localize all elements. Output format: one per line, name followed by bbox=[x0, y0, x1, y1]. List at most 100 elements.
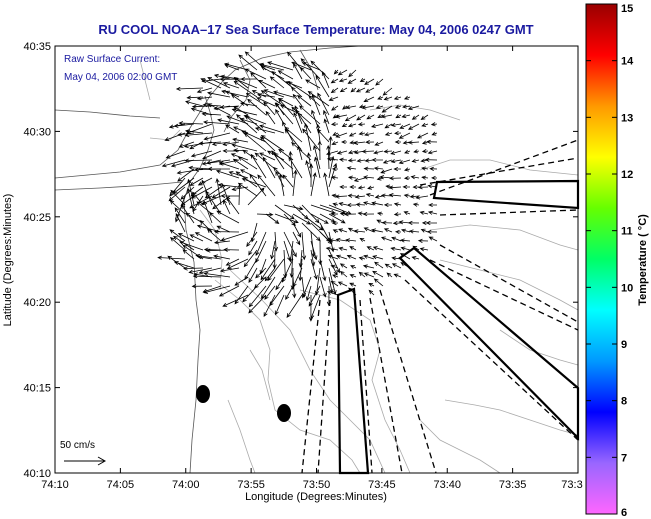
current-vector bbox=[274, 213, 299, 224]
colorbar-tick-label: 10 bbox=[621, 282, 633, 294]
current-vector bbox=[339, 184, 348, 190]
current-vector bbox=[198, 267, 222, 275]
coastline-segment bbox=[223, 59, 251, 133]
current-vector bbox=[347, 175, 357, 180]
current-vector bbox=[391, 236, 402, 242]
current-vector bbox=[394, 229, 402, 235]
x-tick-label: 73:50 bbox=[303, 479, 331, 491]
current-vector bbox=[373, 150, 384, 155]
current-vector bbox=[319, 258, 327, 282]
current-vector bbox=[217, 118, 240, 125]
current-vector bbox=[337, 281, 348, 287]
current-vector bbox=[403, 193, 411, 198]
current-vector bbox=[421, 175, 429, 180]
current-vector bbox=[416, 132, 429, 139]
current-vector bbox=[419, 247, 429, 252]
current-vector bbox=[215, 177, 222, 206]
current-vector bbox=[205, 248, 231, 253]
current-vector bbox=[388, 193, 402, 198]
current-vector bbox=[429, 166, 438, 171]
current-vector bbox=[302, 128, 321, 152]
current-vector bbox=[330, 87, 339, 94]
current-vector bbox=[282, 121, 294, 143]
current-vector bbox=[178, 141, 195, 148]
colorbar-tick-label: 11 bbox=[621, 226, 633, 238]
current-vector bbox=[337, 69, 348, 76]
current-vector bbox=[298, 105, 321, 125]
current-vector bbox=[201, 111, 222, 117]
current-vector bbox=[222, 294, 249, 307]
current-vector bbox=[203, 271, 231, 278]
current-vector bbox=[394, 131, 402, 136]
current-vector bbox=[265, 213, 280, 225]
current-vector bbox=[282, 174, 294, 188]
current-vector bbox=[353, 140, 366, 145]
current-vector bbox=[345, 105, 357, 110]
current-vector bbox=[380, 168, 393, 174]
legend-line2: May 04, 2006 02:00 GMT bbox=[64, 72, 177, 83]
current-vector bbox=[169, 177, 186, 197]
coverage-line bbox=[429, 259, 579, 331]
current-vector bbox=[407, 140, 420, 145]
current-vector bbox=[237, 156, 258, 170]
coastline-segment bbox=[54, 109, 161, 119]
current-vector bbox=[233, 126, 249, 134]
current-vector bbox=[175, 86, 204, 91]
current-vector bbox=[376, 211, 384, 216]
current-vector bbox=[349, 274, 357, 278]
current-vector bbox=[310, 258, 318, 280]
current-vector bbox=[274, 204, 295, 220]
current-vector bbox=[362, 264, 375, 269]
current-vector bbox=[292, 276, 297, 299]
colorbar-tick-label: 13 bbox=[621, 112, 633, 124]
current-vector bbox=[185, 100, 204, 107]
current-vector bbox=[347, 78, 357, 84]
depth-contour bbox=[429, 224, 579, 251]
current-vector bbox=[336, 150, 348, 155]
current-vector bbox=[391, 256, 402, 261]
current-vector bbox=[402, 104, 411, 109]
current-vector bbox=[393, 95, 402, 100]
current-vector bbox=[290, 86, 303, 98]
x-tick-label: 73:40 bbox=[433, 479, 461, 491]
current-vector bbox=[335, 237, 348, 243]
current-vector bbox=[275, 170, 285, 188]
current-vector bbox=[169, 236, 186, 251]
current-vector bbox=[430, 122, 438, 127]
current-vector bbox=[390, 122, 402, 127]
current-vector bbox=[296, 95, 312, 107]
legend-line1: Raw Surface Current: bbox=[64, 54, 160, 65]
current-vector bbox=[348, 69, 357, 78]
current-vector bbox=[241, 177, 267, 188]
current-vector bbox=[264, 285, 276, 300]
current-vector bbox=[174, 207, 186, 224]
depth-contour bbox=[199, 209, 223, 291]
current-vector bbox=[400, 262, 411, 269]
current-vector bbox=[273, 152, 294, 170]
current-vector bbox=[371, 157, 384, 163]
current-vector bbox=[374, 194, 384, 199]
current-vector bbox=[206, 91, 231, 98]
current-vector bbox=[257, 93, 276, 98]
current-vector bbox=[255, 267, 267, 279]
current-vector bbox=[421, 140, 429, 145]
current-vector bbox=[294, 105, 303, 125]
current-vector bbox=[384, 263, 393, 269]
current-vector bbox=[380, 114, 393, 119]
current-vector bbox=[383, 228, 393, 233]
current-vector bbox=[251, 90, 267, 98]
current-vector bbox=[330, 211, 339, 217]
current-vector bbox=[330, 280, 339, 287]
current-vector bbox=[254, 276, 267, 289]
current-vector bbox=[321, 70, 330, 89]
current-vector bbox=[326, 285, 332, 307]
current-vector bbox=[350, 265, 357, 269]
colorbar bbox=[585, 3, 618, 515]
colorbar-tick-label: 15 bbox=[621, 3, 633, 15]
current-vector bbox=[231, 108, 258, 116]
current-vector bbox=[274, 294, 285, 316]
current-vector bbox=[293, 112, 303, 134]
current-vector bbox=[239, 101, 258, 107]
current-vector bbox=[301, 204, 320, 224]
current-vector bbox=[319, 276, 327, 298]
